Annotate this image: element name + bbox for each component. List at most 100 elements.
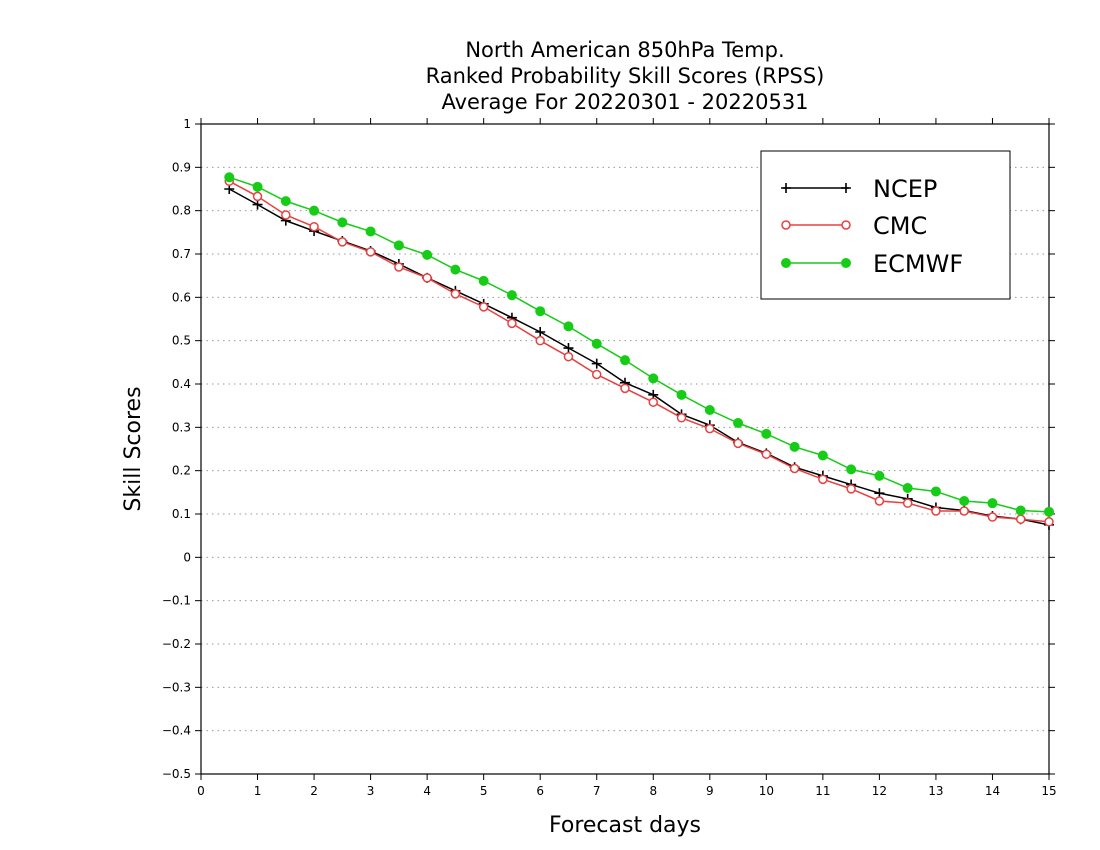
data-point-ecmwf	[761, 428, 772, 439]
x-tick-label: 5	[480, 784, 488, 798]
data-point-ecmwf	[365, 226, 376, 237]
data-point-cmc	[902, 498, 913, 508]
data-point-ecmwf	[252, 181, 263, 192]
data-point-ecmwf	[733, 418, 744, 428]
legend-label: NCEP	[873, 175, 937, 203]
data-point-cmc	[1044, 517, 1054, 527]
data-point-ecmwf	[987, 498, 998, 509]
data-point-ecmwf	[591, 338, 602, 349]
data-point-ecmwf	[930, 486, 941, 497]
data-point-cmc	[931, 506, 941, 516]
data-point-ecmwf	[393, 240, 404, 251]
x-tick-label: 11	[815, 784, 830, 798]
data-point-cmc	[705, 423, 715, 434]
x-tick-label: 9	[706, 784, 714, 798]
data-point-ecmwf	[676, 389, 687, 400]
legend-marker	[841, 220, 851, 230]
y-tick-label: −0.3	[162, 680, 191, 694]
chart-title-line-3: Average For 20220301 - 20220531	[441, 90, 808, 114]
y-tick-label: 1	[183, 117, 191, 131]
x-tick-label: 2	[310, 784, 318, 798]
data-point-cmc	[761, 449, 772, 459]
y-axis-title: Skill Scores	[121, 386, 146, 511]
legend-label: ECMWF	[873, 250, 963, 278]
horizontal-gridlines	[201, 166, 1049, 732]
data-point-cmc	[337, 237, 348, 247]
x-tick-label: 7	[593, 784, 601, 798]
legend: NCEP CMC ECMWF	[760, 150, 1011, 300]
x-tick-label: 0	[197, 784, 205, 798]
y-tick-label: −0.1	[162, 594, 191, 608]
data-point-ecmwf	[1044, 506, 1054, 517]
data-point-ecmwf	[846, 464, 857, 475]
data-point-ecmwf	[535, 306, 546, 317]
legend-label: CMC	[873, 212, 927, 240]
data-point-cmc	[478, 302, 489, 312]
data-point-ecmwf	[506, 290, 517, 301]
data-point-ecmwf	[648, 373, 659, 384]
data-point-cmc	[422, 273, 432, 283]
legend-item-ncep: NCEP	[781, 175, 937, 203]
data-point-ecmwf	[563, 321, 574, 332]
chart-title-line-1: North American 850hPa Temp.	[465, 38, 784, 62]
data-point-cmc	[309, 221, 319, 232]
data-point-ncep	[563, 343, 574, 354]
x-tick-label: 13	[928, 784, 943, 798]
x-axis-title: Forecast days	[549, 813, 701, 838]
y-tick-label: 0.5	[172, 334, 191, 348]
legend-item-cmc: CMC	[781, 212, 927, 240]
data-point-ecmwf	[902, 483, 913, 493]
x-tick-label: 14	[985, 784, 1000, 798]
series-line-ncep	[228, 188, 1050, 526]
y-tick-label: 0.4	[172, 377, 191, 391]
data-point-cmc	[987, 512, 998, 522]
data-point-cmc	[874, 496, 885, 506]
data-point-ecmwf	[309, 205, 320, 216]
data-point-ecmwf	[874, 470, 885, 481]
data-point-ncep	[591, 358, 602, 369]
x-tick-label: 15	[1041, 784, 1056, 798]
axis-ticks: −0.5 −0.4 −0.3 −0.2 −0.1 0 0.1 0.2 0.3 0.4 0.5 0.6 0…	[162, 117, 1057, 798]
data-point-cmc	[733, 438, 743, 449]
data-point-cmc	[959, 506, 969, 516]
data-point-ecmwf	[224, 172, 235, 183]
y-tick-label: 0.6	[172, 290, 191, 304]
x-tick-label: 12	[872, 784, 887, 798]
y-tick-label: 0.8	[172, 204, 191, 218]
y-tick-label: 0.7	[172, 247, 191, 261]
legend-marker	[781, 183, 791, 193]
x-tick-label: 10	[759, 784, 774, 798]
data-point-cmc	[591, 369, 602, 380]
data-point-ecmwf	[1015, 505, 1026, 516]
x-tick-label: 4	[423, 784, 431, 798]
series-line-cmc	[228, 180, 1050, 523]
y-tick-label: −0.5	[162, 767, 191, 781]
data-point-ecmwf	[704, 405, 715, 415]
series-cmc	[224, 176, 1054, 527]
x-tick-label: 6	[536, 784, 544, 798]
series-layer	[224, 172, 1054, 530]
data-point-ecmwf	[478, 275, 489, 286]
x-tick-label: 1	[254, 784, 262, 798]
y-tick-label: 0	[183, 550, 191, 564]
y-tick-label: −0.4	[162, 724, 191, 738]
y-tick-label: 0.2	[172, 464, 191, 478]
data-point-cmc	[394, 262, 404, 272]
data-point-ecmwf	[620, 355, 630, 366]
y-tick-label: 0.9	[172, 160, 191, 174]
plot-frame	[200, 123, 1050, 775]
data-point-cmc	[818, 474, 828, 485]
data-point-cmc	[281, 210, 291, 220]
data-point-ecmwf	[280, 196, 291, 207]
y-tick-label: −0.2	[162, 637, 191, 651]
data-point-cmc	[620, 383, 630, 394]
data-point-cmc	[563, 351, 574, 362]
data-point-cmc	[507, 318, 517, 329]
data-point-cmc	[252, 191, 263, 202]
legend-item-ecmwf: ECMWF	[781, 250, 963, 278]
legend-marker	[781, 220, 791, 230]
chart-title: North American 850hPa Temp.Ranked Probab…	[426, 38, 825, 114]
data-point-ecmwf	[422, 249, 433, 260]
data-point-ecmwf	[789, 441, 800, 452]
